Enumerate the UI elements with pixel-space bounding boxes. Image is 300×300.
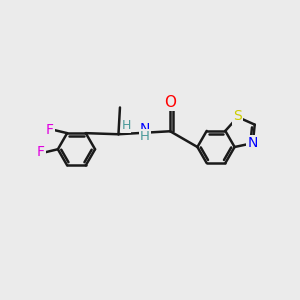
Text: S: S [233,110,242,124]
Text: N: N [248,136,258,150]
Text: F: F [37,145,45,159]
Text: F: F [46,123,54,137]
Text: N: N [140,122,150,136]
Text: H: H [140,130,150,143]
Text: H: H [121,119,130,132]
Text: O: O [164,95,176,110]
